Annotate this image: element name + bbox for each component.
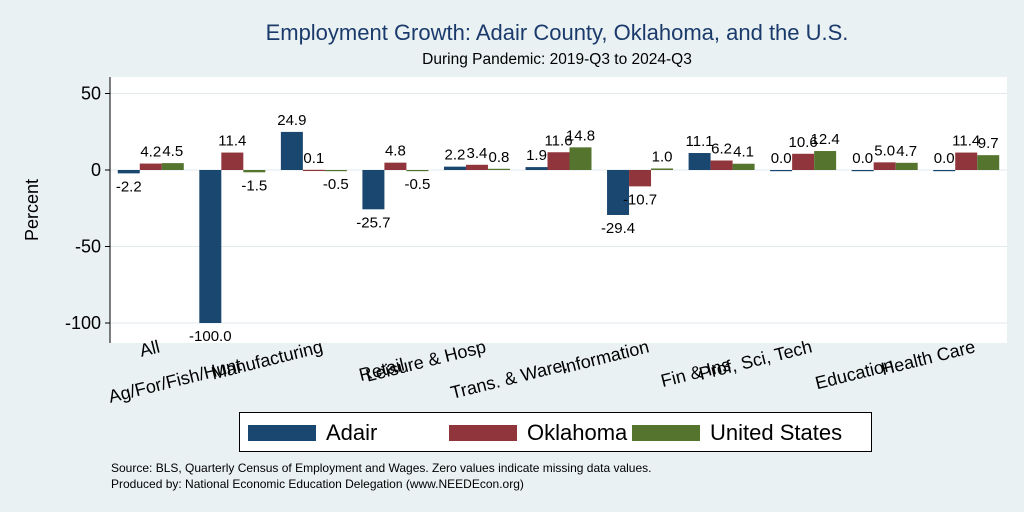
bar-united-states-leisure-hosp <box>487 168 510 170</box>
data-label-oklahoma-information: -10.7 <box>623 191 657 208</box>
y-tick-label: -100 <box>65 313 101 333</box>
data-label-united-states-health-care: 9.7 <box>978 135 999 152</box>
x-tick-label-information: Information <box>559 336 651 377</box>
bar-oklahoma-prof-sci-tech <box>792 153 815 170</box>
data-label-united-states-prof-sci-tech: 12.4 <box>811 131 840 148</box>
data-label-oklahoma-prof-sci-tech: 10.6 <box>789 134 818 151</box>
bar-united-states-fin-ins <box>732 163 755 170</box>
data-label-adair-health-care: 0.0 <box>934 150 955 167</box>
chart-subtitle: During Pandemic: 2019-Q3 to 2024-Q3 <box>422 51 692 68</box>
legend-label-oklahoma: Oklahoma <box>527 420 628 445</box>
data-label-united-states-ag-for-fish-hunt: -1.5 <box>241 177 267 194</box>
data-label-oklahoma-leisure-hosp: 3.4 <box>467 145 488 162</box>
bar-oklahoma-ag-for-fish-hunt <box>221 152 244 170</box>
legend-swatch-united-states <box>632 425 700 441</box>
source-line: Source: BLS, Quarterly Census of Employm… <box>111 461 652 475</box>
data-label-united-states-trans-ware: 14.8 <box>566 127 595 144</box>
legend-item-adair: Adair <box>248 413 377 453</box>
bar-oklahoma-fin-ins <box>710 160 733 170</box>
bar-oklahoma-manufacturing <box>302 169 325 172</box>
bar-adair-fin-ins <box>688 153 711 170</box>
data-label-adair-prof-sci-tech: 0.0 <box>771 150 792 167</box>
y-tick-label: 50 <box>81 84 101 104</box>
bar-oklahoma-retail <box>384 162 407 170</box>
data-label-oklahoma-fin-ins: 6.2 <box>711 141 732 158</box>
bar-oklahoma-leisure-hosp <box>465 164 488 170</box>
bar-adair-health-care <box>933 170 956 172</box>
data-label-oklahoma-education: 5.0 <box>874 142 895 159</box>
data-label-adair-all: -2.2 <box>116 178 142 195</box>
data-label-oklahoma-retail: 4.8 <box>385 143 406 160</box>
bar-adair-all <box>117 170 140 174</box>
bar-oklahoma-trans-ware <box>547 152 570 170</box>
legend-swatch-oklahoma <box>449 425 517 441</box>
bar-united-states-health-care <box>977 155 1000 170</box>
data-label-united-states-manufacturing: -0.5 <box>323 176 349 193</box>
data-label-united-states-leisure-hosp: 0.8 <box>489 149 510 166</box>
data-label-united-states-education: 4.7 <box>896 143 917 160</box>
y-axis-title: Percent <box>22 179 42 241</box>
data-label-adair-trans-ware: 1.9 <box>526 147 547 164</box>
legend-item-oklahoma: Oklahoma <box>449 413 627 453</box>
data-label-oklahoma-health-care: 11.4 <box>952 133 980 150</box>
chart-title: Employment Growth: Adair County, Oklahom… <box>265 20 849 45</box>
legend-item-united-states: United States <box>632 413 842 453</box>
bar-adair-ag-for-fish-hunt <box>199 170 222 323</box>
bar-united-states-ag-for-fish-hunt <box>243 170 266 173</box>
bar-united-states-education <box>895 162 918 170</box>
x-tick-label-all: All <box>137 336 161 360</box>
bar-adair-retail <box>362 170 385 210</box>
data-label-oklahoma-manufacturing: 0.1 <box>303 150 324 167</box>
bar-adair-education <box>851 170 874 172</box>
data-label-united-states-retail: -0.5 <box>404 176 430 193</box>
bar-adair-information <box>607 170 630 215</box>
data-label-oklahoma-ag-for-fish-hunt: 11.4 <box>218 133 246 150</box>
produced-by-line: Produced by: National Economic Education… <box>111 477 524 491</box>
data-label-adair-fin-ins: 11.1 <box>686 133 714 150</box>
plot-area <box>110 77 1007 343</box>
data-label-united-states-information: 1.0 <box>652 148 673 165</box>
data-label-adair-ag-for-fish-hunt: -100.0 <box>189 328 232 345</box>
bar-oklahoma-education <box>873 162 896 170</box>
bar-adair-manufacturing <box>280 131 303 170</box>
bar-united-states-all <box>161 163 184 170</box>
data-label-adair-education: 0.0 <box>852 150 873 167</box>
y-tick-label: 0 <box>91 160 101 180</box>
legend-label-adair: Adair <box>326 420 378 445</box>
bar-oklahoma-health-care <box>955 152 978 170</box>
x-tick-label-trans-ware: Trans. & Ware. <box>448 354 569 402</box>
legend-swatch-adair <box>248 425 316 441</box>
x-tick-label-health-care: Health Care <box>879 336 977 379</box>
data-label-adair-leisure-hosp: 2.2 <box>445 147 466 164</box>
bar-adair-prof-sci-tech <box>770 170 793 172</box>
data-label-oklahoma-trans-ware: 11.6 <box>544 132 572 149</box>
source-note: Source: BLS, Quarterly Census of Employm… <box>111 460 651 492</box>
data-label-united-states-fin-ins: 4.1 <box>733 144 754 161</box>
bar-oklahoma-information <box>629 170 652 187</box>
legend-label-united-states: United States <box>710 420 843 445</box>
data-label-adair-information: -29.4 <box>601 220 635 237</box>
bar-united-states-retail <box>406 170 429 172</box>
x-tick-label-prof-sci-tech: Prof, Sci, Tech <box>697 336 814 383</box>
legend: Adair Oklahoma United States <box>239 412 872 452</box>
y-tick-label: -50 <box>75 237 101 257</box>
bar-united-states-manufacturing <box>324 170 347 172</box>
bar-adair-trans-ware <box>525 167 548 170</box>
bar-united-states-trans-ware <box>569 147 592 170</box>
bar-adair-leisure-hosp <box>443 166 466 170</box>
data-label-adair-manufacturing: 24.9 <box>277 112 306 129</box>
bar-united-states-prof-sci-tech <box>814 151 837 170</box>
bar-united-states-information <box>651 168 674 170</box>
data-label-united-states-all: 4.5 <box>162 143 183 160</box>
bar-oklahoma-all <box>139 163 162 170</box>
data-label-adair-retail: -25.7 <box>356 214 390 231</box>
data-label-oklahoma-all: 4.2 <box>140 144 161 161</box>
